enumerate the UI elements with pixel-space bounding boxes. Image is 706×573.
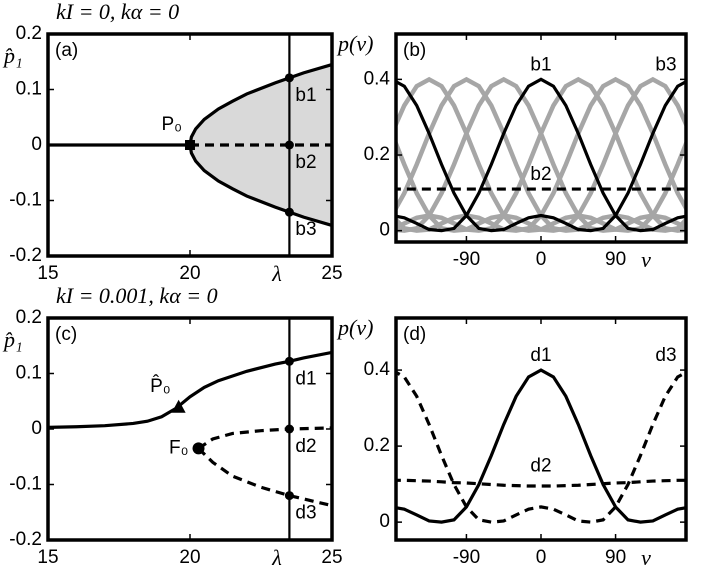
panel-label: (c) — [55, 324, 77, 345]
x-tick-label: -90 — [453, 249, 480, 270]
plot-area — [48, 62, 332, 228]
y-tick-label: -0.2 — [9, 529, 42, 550]
panel-title: kI = 0, kα = 0 — [56, 0, 179, 24]
y-tick-label: 0.2 — [16, 307, 42, 328]
x-axis-label: λ — [271, 545, 282, 570]
y-axis-label: p(v) — [336, 31, 373, 56]
plot-area — [396, 76, 686, 233]
background-curve — [396, 76, 686, 233]
y-tick-label: 0 — [31, 134, 42, 155]
x-tick-label: 20 — [179, 263, 200, 284]
curve — [396, 79, 686, 233]
curve — [396, 370, 686, 524]
x-tick-label: 20 — [179, 547, 200, 568]
y-tick-label: -0.1 — [9, 474, 42, 495]
point-label: d3 — [295, 503, 316, 524]
x-axis-label: λ — [271, 261, 282, 286]
shaded-region — [190, 64, 332, 226]
x-tick-label: -90 — [453, 547, 480, 568]
x-axis-label: v — [641, 545, 651, 570]
curve-label: b2 — [530, 164, 551, 185]
plot-frame — [394, 32, 688, 244]
panel-label: (d) — [403, 324, 426, 345]
point-label: d1 — [295, 368, 316, 389]
y-axis-label: p̂₁ — [2, 327, 23, 352]
plot-frame — [46, 316, 334, 542]
point-marker — [192, 442, 205, 455]
curve — [197, 426, 332, 450]
y-tick-label: 0.2 — [16, 23, 42, 44]
panel-label: (b) — [403, 40, 426, 61]
point-marker — [284, 73, 294, 83]
y-tick-label: 0.2 — [364, 435, 390, 456]
x-axis-label: v — [641, 247, 651, 272]
background-curve — [396, 76, 686, 233]
point-label: b2 — [295, 152, 316, 173]
point-marker — [171, 399, 186, 413]
y-axis-label: p̂₁ — [2, 43, 23, 68]
x-tick-label: 15 — [37, 263, 58, 284]
curve — [188, 62, 332, 146]
point-marker — [284, 424, 294, 434]
curve — [396, 77, 686, 233]
curve — [48, 350, 332, 429]
point-label: d2 — [295, 436, 316, 457]
y-tick-label: 0 — [379, 220, 390, 241]
x-tick-label: 15 — [37, 547, 58, 568]
curve — [396, 478, 686, 488]
point-marker — [185, 140, 195, 150]
plot-area — [48, 350, 332, 508]
point-marker — [284, 356, 294, 366]
y-tick-label: 0.2 — [364, 144, 390, 165]
curve-label: d3 — [655, 345, 676, 366]
point-label: b1 — [295, 85, 316, 106]
plot-frame — [394, 316, 688, 542]
y-tick-label: 0.1 — [16, 363, 42, 384]
x-tick-label: 0 — [536, 249, 547, 270]
y-axis-label: p(v) — [336, 315, 373, 340]
y-tick-label: 0 — [379, 511, 390, 532]
point-label: b3 — [295, 219, 316, 240]
point-marker — [284, 207, 294, 217]
x-tick-label: 25 — [321, 263, 342, 284]
y-tick-label: -0.2 — [9, 245, 42, 266]
point-marker — [284, 491, 294, 501]
plot-frame — [46, 32, 334, 258]
curve — [197, 447, 332, 508]
curve-label: d2 — [530, 455, 551, 476]
point-label: F₀ — [169, 437, 189, 458]
point-marker — [284, 140, 294, 150]
point-label: P̂₀ — [150, 375, 171, 397]
y-tick-label: 0.4 — [364, 68, 391, 89]
plot-area — [396, 368, 686, 524]
x-tick-label: 90 — [605, 547, 626, 568]
x-tick-label: 90 — [605, 249, 626, 270]
panel-title: kI = 0.001, kα = 0 — [56, 283, 218, 308]
curve — [396, 368, 686, 524]
curve-label: b3 — [655, 54, 676, 75]
curve — [188, 144, 332, 228]
curve-label: b1 — [530, 54, 551, 75]
y-tick-label: -0.1 — [9, 190, 42, 211]
y-tick-label: 0 — [31, 418, 42, 439]
panel-label: (a) — [55, 40, 78, 61]
point-label: P₀ — [161, 114, 182, 135]
curve-label: d1 — [530, 345, 551, 366]
y-tick-label: 0.1 — [16, 79, 42, 100]
x-tick-label: 25 — [321, 547, 342, 568]
x-tick-label: 0 — [536, 547, 547, 568]
y-tick-label: 0.4 — [364, 359, 391, 380]
